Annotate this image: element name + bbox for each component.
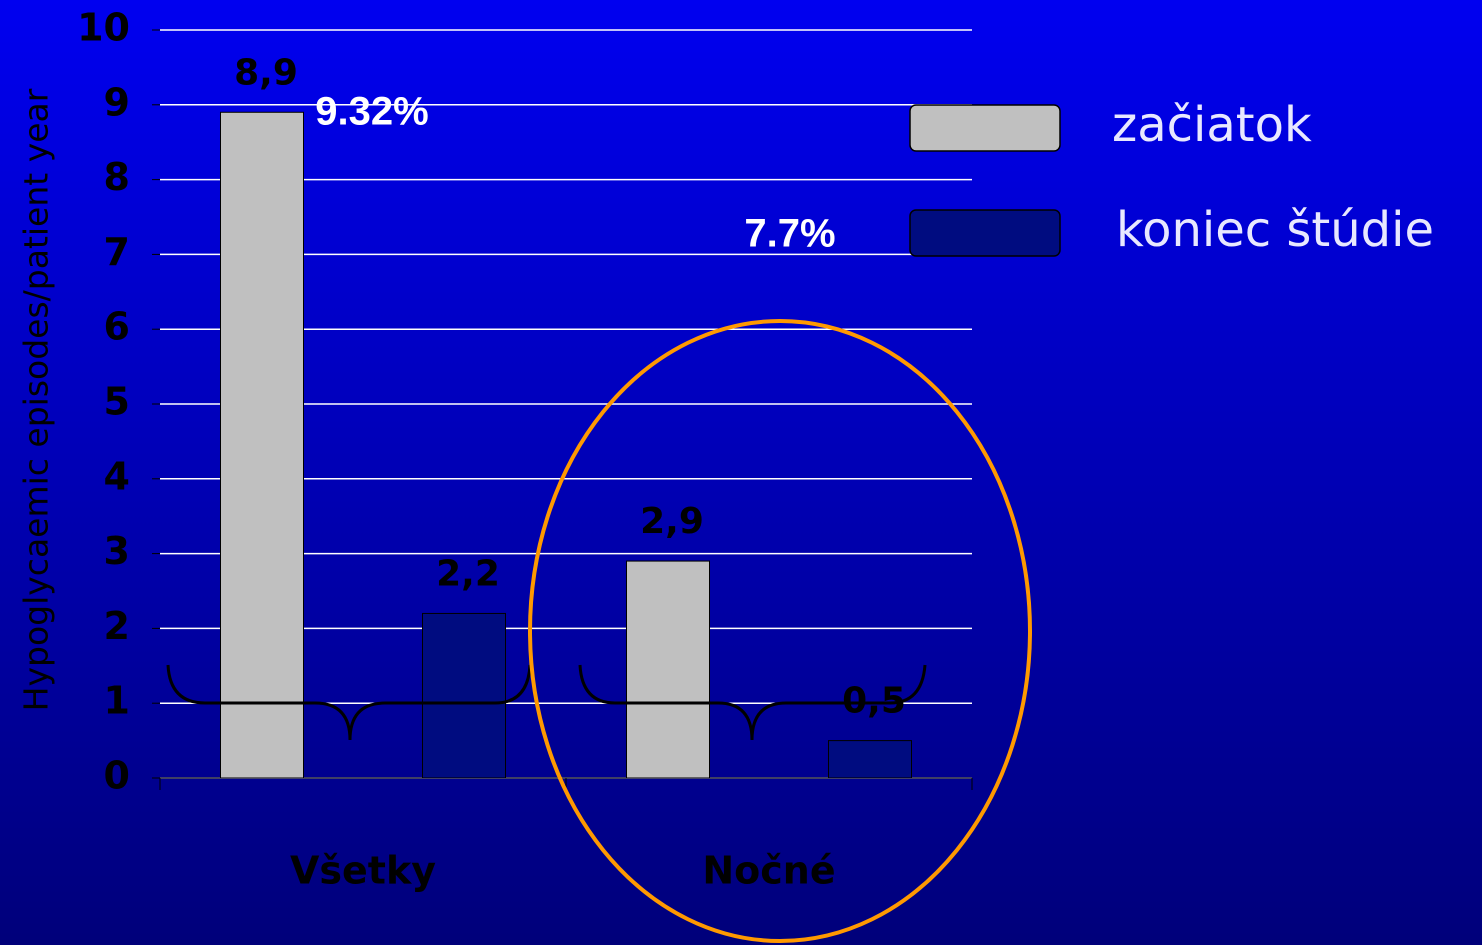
legend-swatch [909, 209, 1061, 257]
annotation: 9.32% [315, 90, 428, 134]
value-label: 0,5 [842, 681, 906, 722]
legend-label: začiatok [1112, 97, 1312, 153]
bar [828, 740, 912, 779]
bar [422, 612, 506, 779]
bar [220, 111, 304, 779]
bar [626, 560, 710, 779]
y-tick-label: 0 [104, 754, 130, 798]
brace [578, 664, 927, 741]
y-tick-label: 6 [104, 305, 130, 349]
y-tick-label: 1 [104, 679, 130, 723]
brace [166, 664, 532, 741]
value-label: 2,9 [640, 501, 704, 542]
y-tick-label: 5 [104, 380, 130, 424]
y-tick-label: 7 [104, 230, 130, 274]
y-tick-label: 10 [77, 6, 130, 50]
y-tick-label: 9 [104, 80, 130, 124]
y-tick-label: 8 [104, 155, 130, 199]
y-tick-label: 4 [104, 454, 130, 498]
legend-swatch [909, 104, 1061, 152]
y-tick-label: 2 [104, 604, 130, 648]
annotation: 7.7% [744, 212, 835, 256]
x-tick-label: Nočné [702, 849, 835, 893]
value-label: 2,2 [436, 553, 500, 594]
y-tick-label: 3 [104, 529, 130, 573]
y-axis-title: Hypoglycaemic episodes/patient year [17, 88, 56, 711]
x-tick-label: Všetky [290, 849, 436, 893]
legend-label: koniec štúdie [1116, 202, 1434, 258]
highlight-ellipse [528, 319, 1032, 943]
value-label: 8,9 [234, 52, 298, 93]
